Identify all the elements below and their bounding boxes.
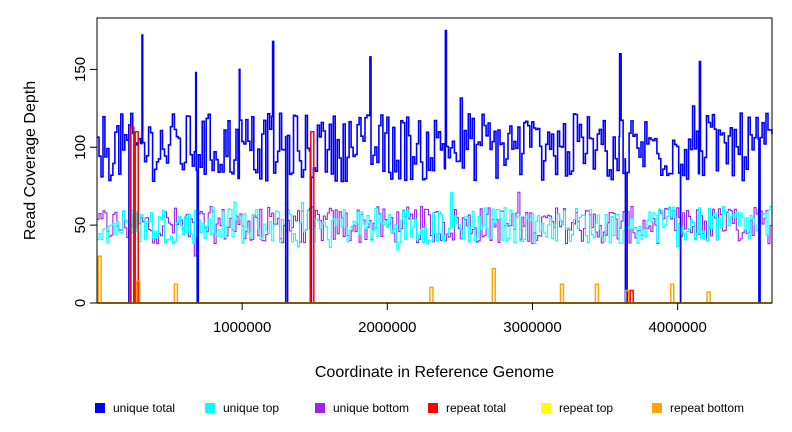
y-axis: 0 50 100 150 [72, 57, 98, 307]
y-axis-title: Read Coverage Depth [22, 81, 39, 240]
legend-item-repeat-bottom: repeat bottom [652, 401, 744, 415]
x-axis-title: Coordinate in Reference Genome [315, 364, 554, 381]
legend-label: repeat total [446, 401, 506, 415]
x-axis: 1000000 2000000 3000000 4000000 [213, 302, 707, 336]
y-tick-label: 50 [72, 217, 89, 234]
legend-label: unique bottom [333, 401, 409, 415]
legend-item-repeat-total: repeat total [428, 401, 506, 415]
legend-swatch [541, 403, 551, 413]
legend-swatch [428, 403, 438, 413]
legend-item-unique-top: unique top [205, 401, 279, 415]
y-tick-label: 0 [72, 299, 89, 307]
legend-item-unique-total: unique total [95, 401, 175, 415]
legend-swatch [315, 403, 325, 413]
x-tick-label: 3000000 [503, 319, 561, 336]
legend-swatch [652, 403, 662, 413]
x-tick-label: 4000000 [648, 319, 706, 336]
legend-swatch [205, 403, 215, 413]
legend-swatch [95, 403, 105, 413]
series-line-unique-top [97, 192, 773, 251]
legend: unique total unique top unique bottom repea… [95, 401, 744, 415]
series-unique-total [97, 29, 773, 304]
series-unique-top [97, 192, 773, 251]
legend-label: unique top [223, 401, 279, 415]
y-tick-label: 150 [72, 57, 89, 82]
legend-item-unique-bottom: unique bottom [315, 401, 409, 415]
x-tick-label: 1000000 [213, 319, 271, 336]
series-line-unique-total [97, 29, 773, 304]
legend-label: unique total [113, 401, 175, 415]
x-tick-label: 2000000 [358, 319, 416, 336]
y-tick-label: 100 [72, 135, 89, 160]
legend-label: repeat bottom [670, 401, 744, 415]
legend-item-repeat-top: repeat top [541, 401, 613, 415]
series-layer [97, 29, 773, 304]
legend-label: repeat top [559, 401, 613, 415]
